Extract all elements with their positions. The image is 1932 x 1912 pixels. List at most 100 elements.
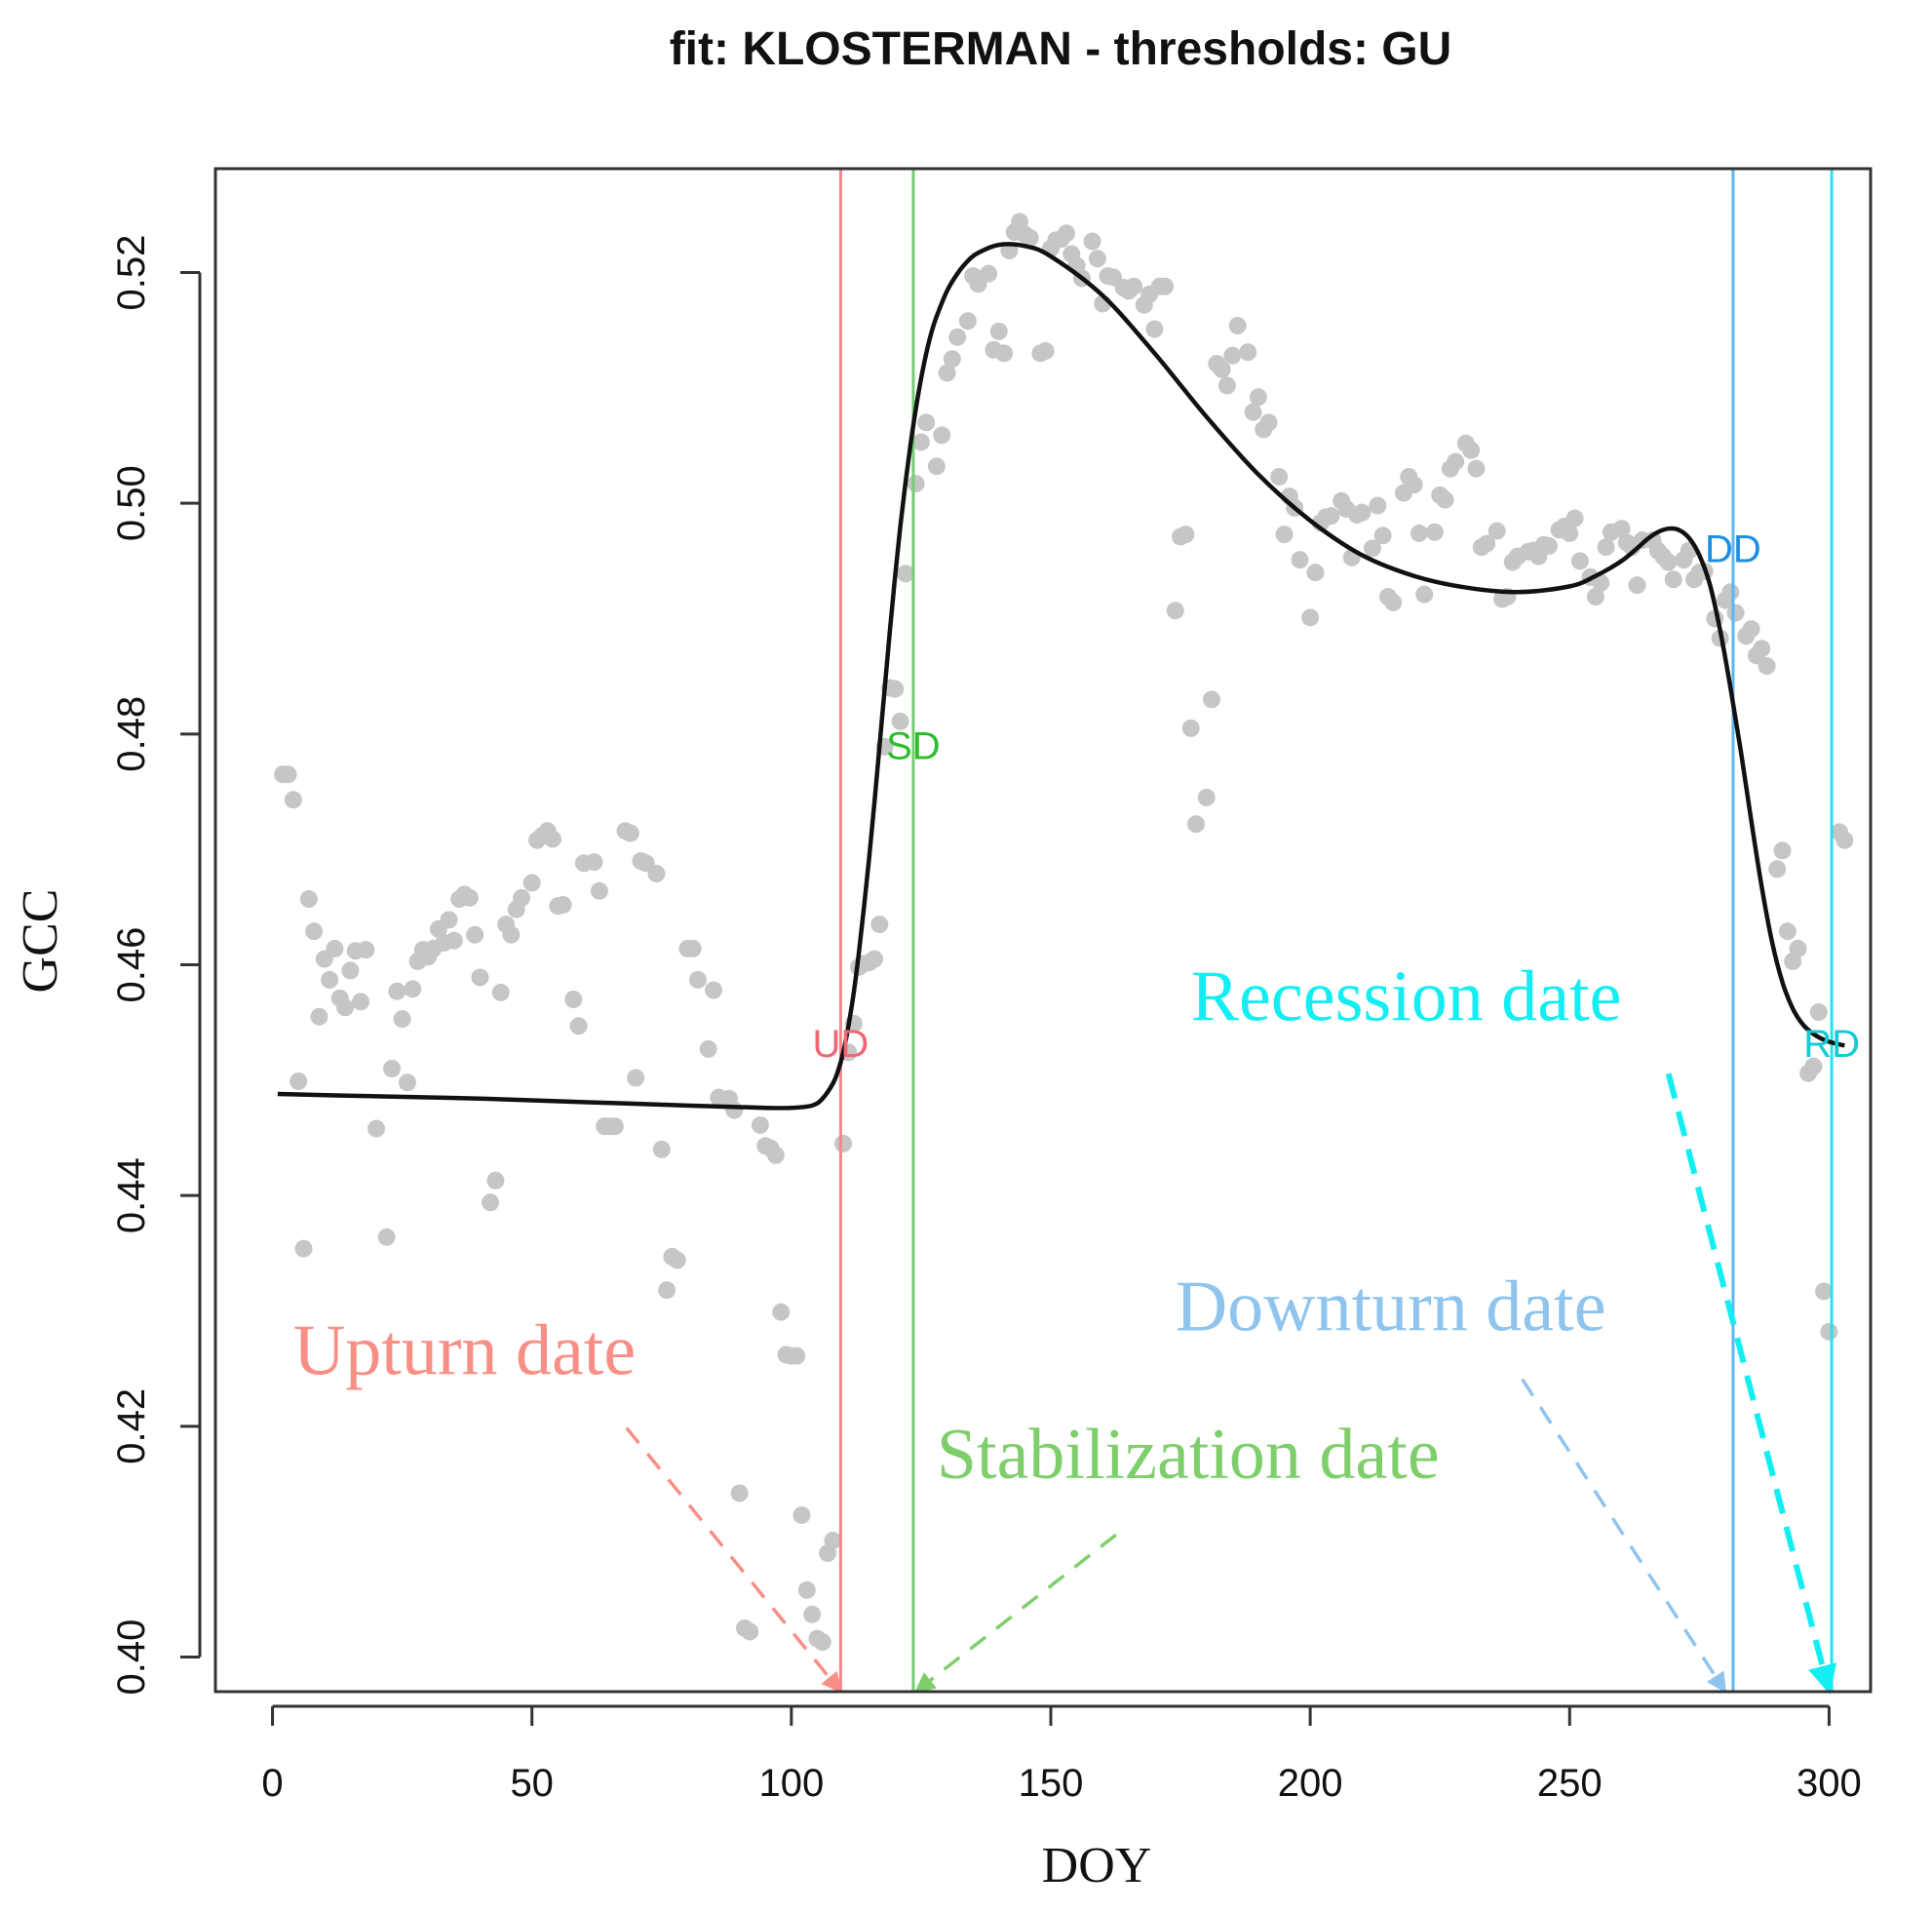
y-axis-title: GCC (13, 889, 68, 994)
data-point (1291, 551, 1309, 569)
data-point (305, 922, 324, 941)
data-point (699, 1039, 717, 1058)
data-point (1410, 524, 1428, 542)
data-point (658, 1281, 676, 1300)
y-tick-label: 0.40 (110, 1619, 153, 1696)
data-point (1742, 620, 1760, 639)
data-point (590, 881, 608, 900)
x-tick-label: 300 (1797, 1762, 1862, 1805)
data-point (995, 344, 1014, 363)
data-point (797, 1580, 816, 1599)
data-point (1275, 526, 1294, 544)
data-point (917, 413, 936, 432)
x-tick-label: 0 (261, 1762, 283, 1805)
data-point (502, 925, 521, 944)
data-point (1664, 570, 1682, 589)
annotation-stabilization-date: Stabilization date (937, 1415, 1440, 1495)
data-point (1488, 522, 1506, 540)
data-point (1592, 573, 1610, 592)
x-tick-label: 250 (1537, 1762, 1603, 1805)
plot-frame (213, 167, 1873, 1694)
annotation-downturn-date: Downturn date (1176, 1268, 1606, 1347)
data-point (1539, 536, 1558, 555)
data-point (741, 1622, 759, 1641)
data-point (605, 1117, 624, 1136)
scatter-points (274, 213, 1854, 1652)
x-tick-label: 50 (510, 1762, 554, 1805)
x-tick-label: 150 (1019, 1762, 1084, 1805)
data-point (585, 853, 603, 872)
data-point (1597, 538, 1615, 557)
data-point (1815, 1282, 1834, 1301)
data-point (404, 980, 422, 998)
threshold-labels: UD SD DD RD (813, 527, 1860, 1066)
arrow-upturn-date (625, 1426, 842, 1694)
data-point (704, 981, 722, 999)
y-axis: 0.40 0.42 0.44 0.46 0.48 0.50 0.52 (110, 235, 202, 1696)
data-point (393, 1010, 411, 1029)
data-point (1239, 343, 1257, 362)
data-point (751, 1115, 769, 1134)
y-tick-label: 0.48 (110, 696, 153, 772)
data-point (1369, 496, 1387, 515)
data-point (933, 426, 951, 445)
data-point (948, 328, 967, 346)
data-point (482, 1193, 500, 1212)
data-point (357, 941, 375, 959)
data-point (1270, 467, 1289, 486)
data-point (772, 1303, 791, 1321)
data-point (1223, 346, 1242, 365)
data-point (1036, 341, 1055, 360)
data-point (989, 322, 1008, 340)
data-point (1565, 509, 1584, 527)
data-point (1773, 841, 1792, 860)
data-point (321, 970, 339, 989)
data-point (647, 865, 666, 883)
data-point (689, 970, 708, 989)
data-point (1373, 527, 1392, 545)
data-point (1628, 576, 1646, 595)
data-point (367, 1119, 386, 1138)
data-point (543, 830, 561, 848)
data-point (444, 931, 463, 950)
data-point (336, 998, 355, 1017)
data-point (1384, 593, 1403, 611)
data-point (896, 565, 914, 583)
data-point (891, 712, 909, 730)
data-point (1561, 524, 1579, 542)
data-point (834, 1134, 853, 1152)
data-point (788, 1346, 806, 1365)
data-point (668, 1251, 686, 1269)
data-point (824, 1531, 842, 1549)
data-point (907, 475, 925, 493)
data-point (1244, 403, 1262, 421)
data-point (927, 457, 946, 476)
data-point (1467, 459, 1486, 478)
data-point (1436, 490, 1454, 509)
data-point (1570, 552, 1589, 570)
data-point (398, 1073, 416, 1092)
data-point (1259, 413, 1278, 432)
data-point (1778, 922, 1797, 941)
data-point (1166, 602, 1184, 620)
data-point (1425, 523, 1444, 541)
threshold-label-rd: RD (1803, 1023, 1860, 1066)
data-point (491, 983, 510, 1001)
data-point (388, 982, 406, 1000)
data-point (627, 1069, 645, 1087)
data-point (1789, 939, 1807, 957)
data-point (341, 961, 360, 980)
x-axis: 0 50 100 150 200 250 300 (261, 1704, 1862, 1805)
data-point (938, 364, 956, 382)
arrow-stabilization-date (913, 1533, 1117, 1694)
data-point (870, 916, 889, 934)
data-point (554, 895, 572, 914)
data-point (1125, 277, 1143, 295)
data-point (1197, 788, 1216, 806)
data-point (766, 1146, 785, 1164)
data-point (911, 433, 930, 451)
y-tick-label: 0.42 (110, 1388, 153, 1464)
data-point (352, 993, 370, 1011)
data-point (1726, 604, 1745, 622)
